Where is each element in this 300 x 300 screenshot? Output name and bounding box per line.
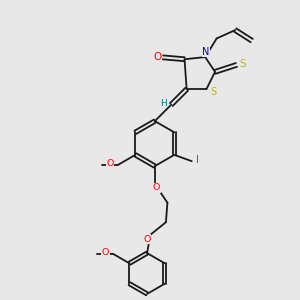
Text: N: N (202, 47, 209, 57)
Text: H: H (160, 99, 167, 108)
Text: S: S (210, 87, 216, 97)
Text: S: S (240, 59, 246, 69)
Text: O: O (153, 183, 160, 192)
Text: I: I (196, 155, 199, 165)
Text: O: O (143, 235, 150, 244)
Text: O: O (102, 248, 109, 257)
Text: O: O (154, 52, 162, 62)
Text: O: O (106, 159, 114, 168)
